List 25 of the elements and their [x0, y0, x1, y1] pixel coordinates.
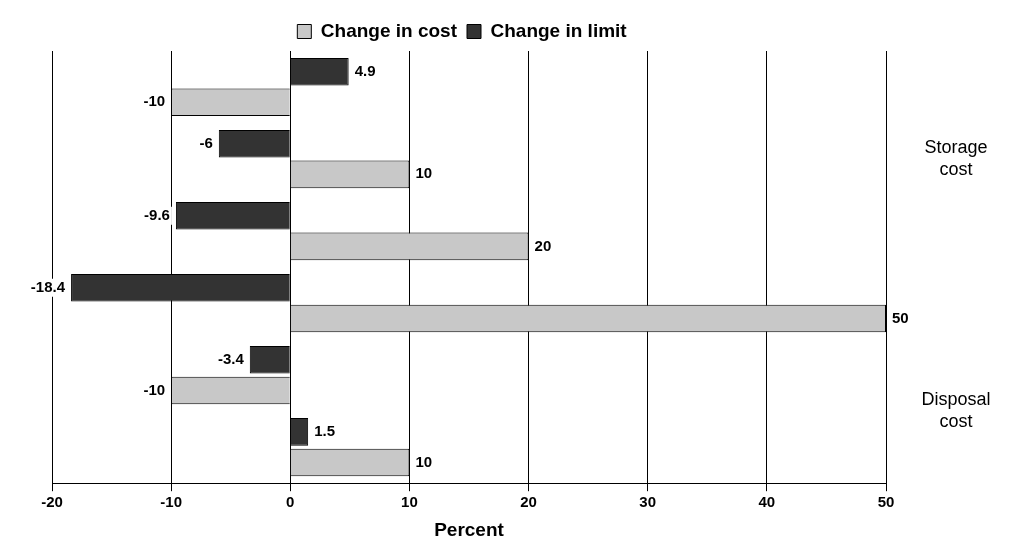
data-label: -3.4	[217, 349, 245, 367]
x-tick-label: 30	[639, 493, 657, 511]
x-tick-label: -10	[160, 493, 182, 511]
data-label: -9.6	[144, 205, 170, 223]
data-label: 4.9	[354, 61, 376, 79]
x-tick-label: 50	[877, 493, 895, 511]
data-label: 10	[415, 164, 433, 182]
text: Disposal cost	[921, 389, 991, 432]
x-tick-label: 40	[758, 493, 776, 511]
data-label: -10	[143, 92, 166, 110]
x-tick-label: 20	[520, 493, 537, 511]
x-tick-label: -20	[41, 493, 63, 511]
data-label: 1.5	[314, 422, 336, 440]
data-label: -18.4	[30, 277, 66, 295]
data-label: -6	[199, 133, 213, 151]
text: Storage cost	[924, 137, 988, 180]
legend-label: Change in cost	[320, 19, 458, 41]
data-label: 20	[534, 236, 552, 254]
data-label: -10	[143, 380, 166, 398]
data-label: 50	[892, 308, 909, 326]
x-tick-label: 10	[401, 493, 418, 511]
x-axis-title: Percent	[434, 518, 505, 540]
legend-label: Change in limit	[490, 19, 628, 41]
x-tick-label: 0	[286, 493, 295, 511]
data-label: 10	[415, 452, 433, 470]
